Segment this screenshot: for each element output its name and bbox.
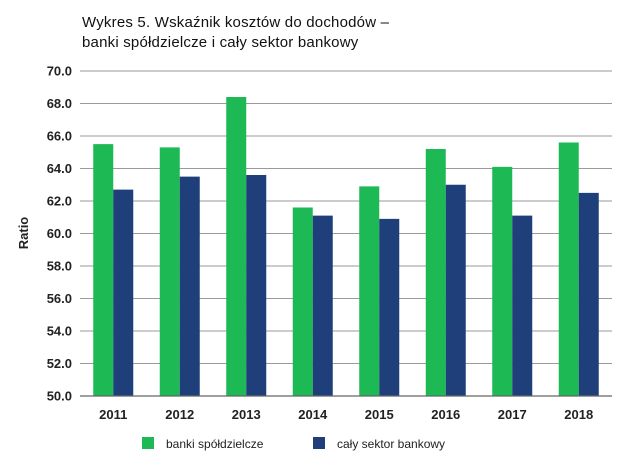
bar-caly-sektor-bankowy-2017 (512, 215, 533, 396)
x-tick-label: 2015 (365, 407, 394, 422)
x-tick-label: 2011 (99, 407, 127, 422)
bar-caly-sektor-bankowy-2014 (312, 215, 333, 396)
y-tick-label: 62.0 (47, 194, 72, 209)
bar-caly-sektor-bankowy-2012 (179, 176, 200, 396)
legend-label: banki spółdzielcze (166, 437, 264, 451)
x-tick-labels: 2011 2012 2013 2014 2015 2016 2017 2018 (99, 407, 593, 422)
bar-caly-sektor-bankowy-2013 (246, 175, 267, 396)
chart-title: Wykres 5. Wskaźnik kosztów do dochodów –… (82, 13, 389, 53)
bar-banki-spoldzielcze-2013 (226, 97, 247, 396)
bar-banki-spoldzielcze-2016 (425, 149, 446, 396)
y-tick-label: 68.0 (47, 96, 72, 111)
y-tick-label: 64.0 (47, 161, 72, 176)
y-tick-label: 54.0 (47, 324, 72, 339)
bar-banki-spoldzielcze-2018 (558, 142, 579, 396)
x-tick-label: 2017 (498, 407, 527, 422)
bar-banki-spoldzielcze-2015 (359, 186, 380, 396)
y-tick-label: 52.0 (47, 356, 72, 371)
bar-banki-spoldzielcze-2011 (93, 144, 114, 396)
legend-swatch (142, 437, 154, 449)
bar-caly-sektor-bankowy-2018 (578, 192, 599, 396)
bar-caly-sektor-bankowy-2016 (445, 184, 466, 396)
legend: banki spółdzielcze cały sektor bankowy (142, 437, 445, 451)
bar-caly-sektor-bankowy-2015 (379, 218, 400, 396)
bar-banki-spoldzielcze-2017 (492, 166, 513, 396)
x-tick-label: 2013 (232, 407, 261, 422)
x-tick-label: 2014 (298, 407, 328, 422)
y-tick-labels: 50.0 52.0 54.0 56.0 58.0 60.0 62.0 64.0 66.0 68.0… (47, 64, 72, 404)
chart-title-line-2: banki spółdzielcze i cały sektor bankowy (82, 34, 359, 51)
x-tick-label: 2018 (564, 407, 593, 422)
y-axis-label: Ratio (16, 217, 31, 250)
y-tick-label: 60.0 (47, 226, 72, 241)
x-tick-label: 2012 (165, 407, 194, 422)
chart-title-line-1: Wykres 5. Wskaźnik kosztów do dochodów – (82, 14, 390, 31)
y-tick-label: 70.0 (47, 64, 72, 79)
legend-label: cały sektor bankowy (337, 437, 445, 451)
y-tick-label: 50.0 (47, 389, 72, 404)
bar-banki-spoldzielcze-2012 (159, 147, 180, 396)
bars (93, 97, 599, 396)
y-tick-label: 66.0 (47, 129, 72, 144)
y-tick-label: 56.0 (47, 291, 72, 306)
x-tick-label: 2016 (431, 407, 460, 422)
bar-caly-sektor-bankowy-2011 (113, 189, 134, 396)
bar-banki-spoldzielcze-2014 (292, 207, 313, 396)
y-tick-label: 58.0 (47, 259, 72, 274)
legend-swatch (313, 437, 325, 449)
